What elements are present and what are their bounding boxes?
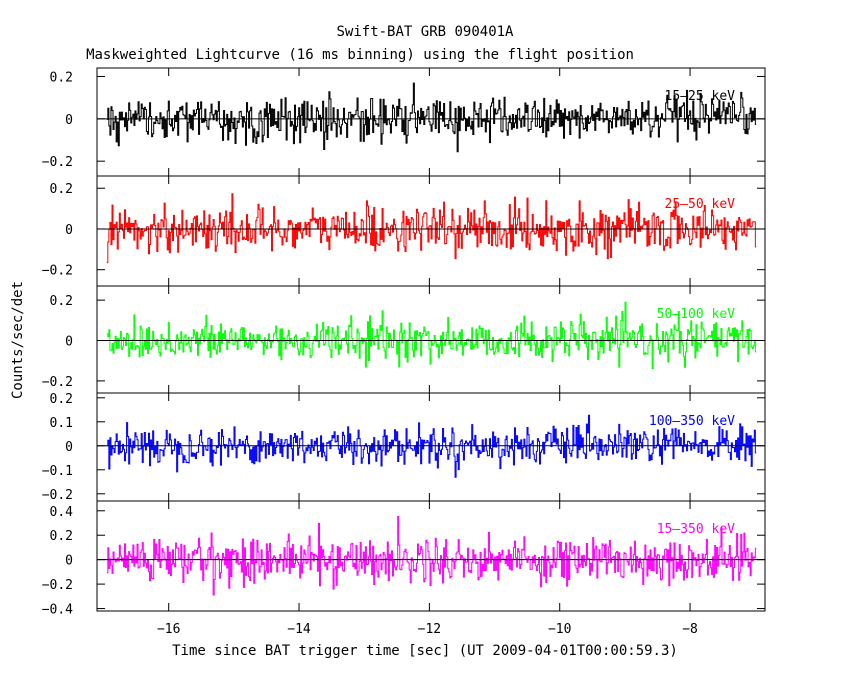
band-label: 25–50 keV: [665, 197, 736, 212]
panel-3: 0.2 0 −0.2 50–100 keV: [42, 285, 766, 394]
x-axis-label: Time since BAT trigger time [sec] (UT 20…: [172, 643, 678, 659]
y-tick-label: 0: [65, 113, 73, 128]
x-tick-label: −8: [682, 622, 698, 637]
y-tick-label: 0.2: [50, 529, 73, 544]
panel-5: 0.4 0.2 0 −0.2 −0.4 15–350 keV: [42, 500, 766, 618]
y-tick-label: −0.4: [42, 603, 73, 618]
y-tick-label: −0.2: [42, 155, 73, 170]
y-tick-label: −0.2: [42, 264, 73, 279]
y-tick-label: 0: [65, 554, 73, 569]
series-line: [106, 193, 757, 264]
x-tick-label: −12: [418, 622, 441, 637]
y-tick-label: −0.2: [42, 488, 73, 503]
chart-title: Swift-BAT GRB 090401A: [336, 24, 514, 40]
y-tick-label: −0.2: [42, 578, 73, 593]
band-label: 15–350 keV: [657, 522, 735, 537]
panel-frame: [96, 500, 766, 612]
x-tick-label: −14: [287, 622, 311, 637]
y-tick-label: −0.1: [42, 464, 73, 479]
chart-subtitle: Maskweighted Lightcurve (16 ms binning) …: [86, 47, 634, 63]
y-tick-label: 0.2: [50, 70, 73, 85]
y-tick-label: 0: [65, 440, 73, 455]
y-tick-label: 0.4: [50, 505, 74, 520]
y-tick-label: 0.1: [50, 416, 73, 431]
band-label: 50–100 keV: [657, 307, 735, 322]
panel-1: 0.2 0 −0.2 15–25 keV: [42, 67, 766, 177]
y-tick-label: 0: [65, 223, 73, 238]
panel-frame: [96, 67, 766, 177]
panel-4: 0.2 0.1 0 −0.1 −0.2 100–350 keV: [42, 392, 766, 503]
band-label: 15–25 keV: [665, 89, 736, 104]
y-tick-label: 0.2: [50, 392, 73, 407]
x-tick-label: −10: [548, 622, 571, 637]
y-tick-label: 0.2: [50, 294, 73, 309]
y-tick-label: 0: [65, 335, 73, 350]
y-tick-label: 0.2: [50, 182, 73, 197]
y-tick-label: −0.2: [42, 375, 73, 390]
panels: 0.2 0 −0.2 15–25 keV 0.2 0 −0.2 25–50 keV 0.2 0 −0…: [42, 67, 766, 618]
series-line: [106, 515, 757, 596]
x-axis: −16 −14 −12 −10 −8: [157, 622, 698, 637]
series-line: [106, 82, 757, 153]
band-label: 100–350 keV: [649, 414, 735, 429]
series-line: [106, 414, 757, 478]
x-tick-label: −16: [157, 622, 180, 637]
panel-2: 0.2 0 −0.2 25–50 keV: [42, 175, 766, 287]
y-axis-label: Counts/sec/det: [10, 281, 26, 399]
